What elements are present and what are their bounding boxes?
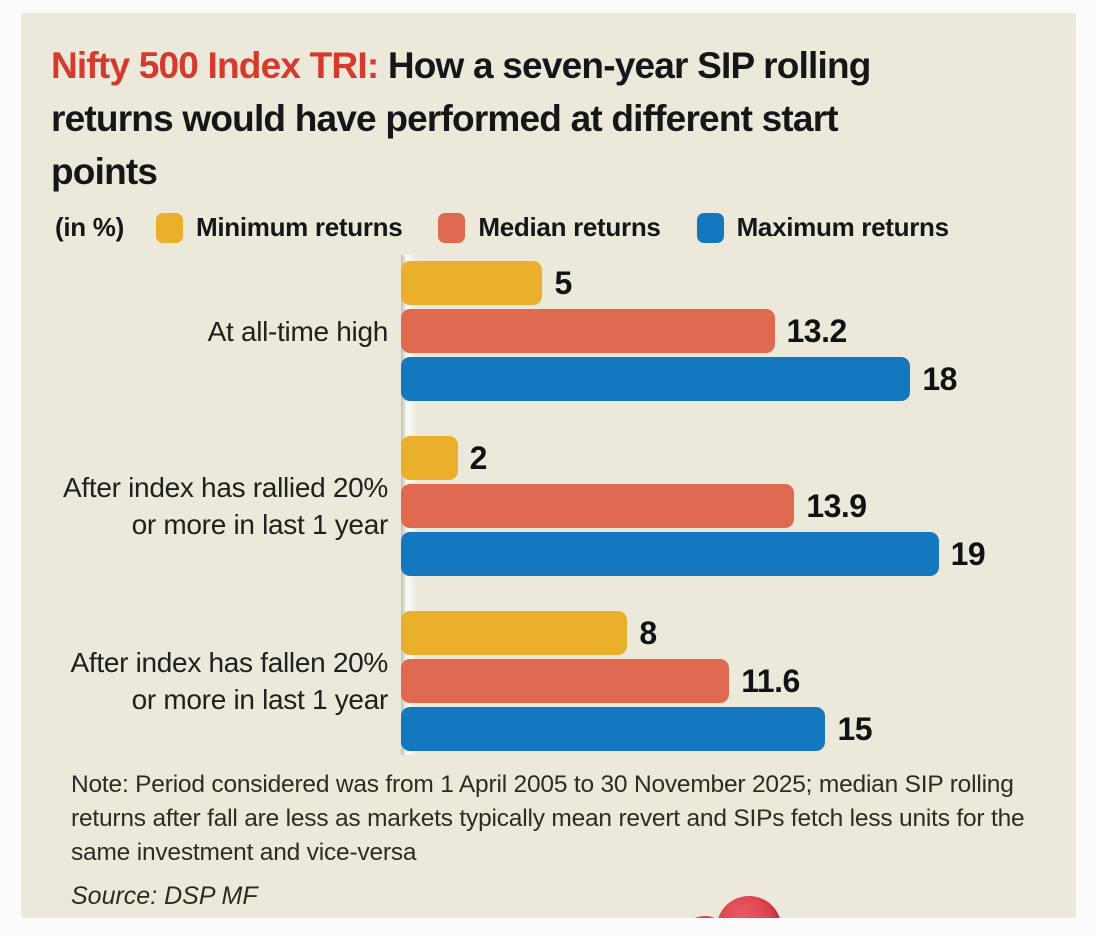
- bar-maximum: [401, 707, 826, 751]
- heart-lobe-left: [679, 916, 731, 918]
- chart-group: After index has rallied 20% or more in l…: [51, 436, 1050, 576]
- bar-row: 18: [401, 357, 1050, 401]
- note-text: Note: Period considered was from 1 April…: [71, 771, 1025, 866]
- legend-label: Maximum returns: [736, 212, 950, 242]
- bar-chart: At all-time high 5 13.2 18 After index has r…: [51, 255, 1050, 755]
- legend: (in %) Minimum returns Median returns Maxi…: [55, 212, 1050, 243]
- legend-swatch-icon: [155, 212, 183, 243]
- bar-row: 11.6: [401, 659, 1050, 703]
- bar-median: [401, 309, 775, 353]
- bar-value-label: 18: [922, 360, 957, 397]
- category-label: After index has fallen 20% or more in la…: [70, 647, 388, 715]
- group-bars: 5 13.2 18: [401, 261, 1050, 401]
- bar-row: 5: [401, 261, 1050, 305]
- bar-median: [401, 659, 730, 703]
- bar-row: 13.9: [401, 484, 1050, 528]
- legend-swatch-icon: [438, 212, 466, 243]
- legend-item-minimum: Minimum returns: [155, 212, 403, 243]
- legend-swatch-icon: [696, 212, 724, 243]
- decorative-heart-graphic: [669, 891, 799, 918]
- bar-value-label: 5: [554, 264, 572, 301]
- infographic-card: Nifty 500 Index TRI: How a seven-year SI…: [21, 13, 1076, 918]
- bar-median: [401, 484, 795, 528]
- legend-label: Median returns: [478, 212, 661, 242]
- chart-title-rest: How a seven-year SIP rolling returns wou…: [51, 45, 871, 192]
- legend-item-maximum: Maximum returns: [696, 212, 950, 243]
- bar-minimum: [401, 436, 458, 480]
- chart-group: At all-time high 5 13.2 18: [51, 261, 1050, 401]
- bar-minimum: [401, 611, 628, 655]
- bar-value-label: 11.6: [741, 662, 800, 699]
- group-bars: 8 11.6 15: [401, 611, 1050, 751]
- bar-minimum: [401, 261, 543, 305]
- heart-lobe-right: [717, 896, 781, 918]
- source-text: Source: DSP MF: [71, 882, 258, 910]
- bar-value-label: 15: [837, 710, 873, 747]
- chart-title-highlight: Nifty 500 Index TRI:: [51, 45, 379, 86]
- bar-row: 2: [401, 436, 1050, 480]
- bar-value-label: 19: [950, 535, 986, 572]
- bar-value-label: 13.9: [806, 487, 867, 524]
- unit-label: (in %): [55, 212, 124, 242]
- bar-row: 8: [401, 611, 1050, 655]
- legend-label: Minimum returns: [195, 212, 403, 242]
- bar-maximum: [401, 357, 911, 401]
- legend-item-median: Median returns: [438, 212, 661, 243]
- group-bars: 2 13.9 19: [401, 436, 1050, 576]
- bar-value-label: 13.2: [786, 312, 848, 349]
- bar-value-label: 2: [469, 439, 488, 476]
- bar-row: 13.2: [401, 309, 1050, 353]
- chart-title: Nifty 500 Index TRI: How a seven-year SI…: [51, 39, 886, 198]
- bar-row: 19: [401, 532, 1050, 576]
- bar-row: 15: [401, 707, 1050, 751]
- chart-group: After index has fallen 20% or more in la…: [51, 611, 1050, 751]
- bar-maximum: [401, 532, 939, 576]
- category-label: After index has rallied 20% or more in l…: [63, 472, 388, 540]
- category-label: At all-time high: [207, 315, 389, 347]
- bar-value-label: 8: [639, 614, 657, 651]
